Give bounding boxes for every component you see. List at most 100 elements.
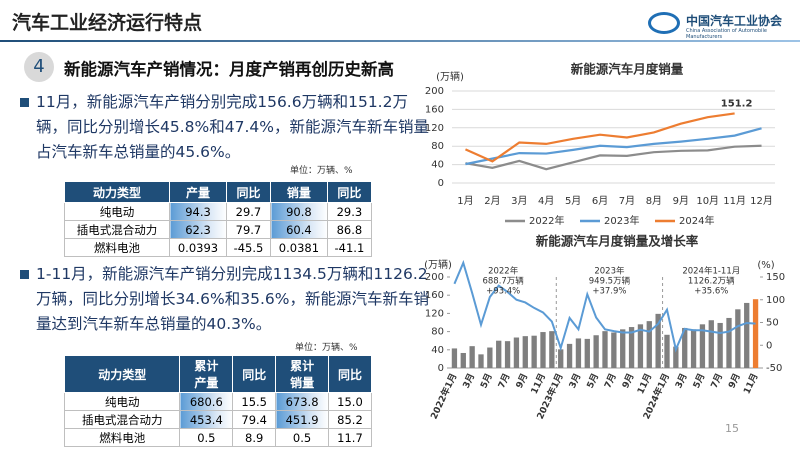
table-cell: 纯电动 [63,392,181,411]
bar [602,331,608,368]
table-cell: 插电式混合动力 [63,220,171,239]
x-tick-label: 4月 [538,195,554,207]
header-title: 汽车工业经济运行特点 [12,12,203,34]
x-tick-label: 11月 [741,372,760,396]
table-row: 插电式混合动力 453.4 79.4 451.9 85.2 [63,410,373,429]
y-tick-label: 160 [425,290,444,301]
y-tick-label: 40 [431,160,444,171]
annotation: +37.9% [592,287,626,297]
bar [496,340,502,368]
bar [628,327,635,368]
annotation: +93.4% [486,287,520,297]
bar [522,336,528,368]
series-line [465,144,762,171]
logo-text: 中国汽车工业协会 [686,14,783,28]
bar [682,327,688,368]
x-tick-label: 2022年1月 [428,371,460,421]
logo-mark [648,12,680,34]
header-text: 累计 [194,359,219,373]
table-row: 纯电动 680.6 15.5 673.8 15.0 [63,392,373,411]
y2-tick-label: 100 [766,295,785,306]
header-rule [0,40,800,42]
x-tick-label: 5月 [691,372,707,390]
header-cell: 动力类型 [63,181,171,203]
y-tick-label: 80 [431,327,444,338]
bar [584,338,590,368]
bar [593,335,599,368]
table-cell: -45.5 [225,238,272,257]
bar [690,329,697,368]
series-line [465,112,735,163]
table-cell: 纯电动 [63,202,171,221]
legend-label: 2022年 [529,214,564,227]
bar [664,334,670,368]
bar [460,352,466,368]
header-text: 产量 [194,376,219,390]
header-text: 同比 [236,185,261,200]
x-tick-label: 9月 [620,372,636,390]
x-tick-label: 11月 [635,372,654,396]
header-text: 同比 [242,367,267,382]
x-tick-label: 7月 [496,372,512,390]
table-cell: 燃料电池 [63,238,171,257]
bar [549,331,555,368]
bar [708,320,714,368]
x-tick-label: 3月 [673,372,689,390]
y-tick-label: 120 [425,308,444,319]
axis-label: (万辆) [424,258,452,271]
bar [646,321,652,368]
table-row: 插电式混合动力 62.3 79.7 60.4 86.8 [63,220,373,239]
bullet-text: 11月，新能源汽车产销分别完成156.6万辆和151.2万辆，同比分别增长45.… [20,90,431,165]
bar [699,324,706,368]
x-tick-label: 3月 [511,195,527,207]
table-cell: 0.5 [275,428,329,447]
table-cell: 11.7 [327,428,373,447]
table-cell: -41.1 [326,238,373,257]
y2-tick-label: 0 [766,340,772,351]
x-tick-label: 7月 [602,372,618,390]
x-tick-label: 9月 [514,372,530,390]
y2-tick-label: 150 [766,272,785,283]
header-text: 产量 [185,185,210,200]
bar [744,302,750,368]
header-cell: 同比 [225,181,272,203]
y-tick-label: 0 [438,363,444,374]
table-cell: 79.4 [232,410,277,429]
header-text: 动力类型 [98,367,147,382]
y-tick-label: 80 [431,141,444,152]
bar [451,348,458,368]
table-cell: 0.5 [179,428,234,447]
value-label: 151.2 [721,98,753,109]
header-text: 累计 [290,359,315,373]
bar [566,343,573,368]
table-cell: 8.9 [232,428,277,447]
header-cell: 同比 [326,181,373,203]
section-title: 新能源汽车产销情况：月度产销再创历史新高 [64,60,394,79]
legend-label: 2024年 [679,214,714,227]
bar [558,349,564,368]
axis-label: (%) [757,260,774,271]
x-tick-label: 3月 [461,372,477,390]
y-tick-label: 200 [425,272,444,283]
table-cell: 90.8 [270,202,328,221]
x-tick-label: 9月 [673,195,689,207]
table-cell: 60.4 [270,220,328,239]
x-tick-label: 8月 [646,195,662,207]
bar [513,337,520,368]
bar [487,347,493,368]
axis-label: (万辆) [436,70,464,83]
section-number: 4 [24,52,54,82]
header-text: 同比 [337,185,362,200]
annotation: 1126.2万辆 [688,276,735,287]
annotation: 2023年 [594,266,625,277]
logo-en: China Association of Automobile Manufact… [686,28,767,40]
x-tick-label: 3月 [567,372,583,390]
bar [469,346,475,368]
x-tick-label: 10月 [696,195,719,207]
table-cell: 453.4 [179,410,234,429]
x-tick-label: 11月 [723,195,746,207]
header-cell: 产量 [169,181,227,203]
table-row: 燃料电池 0.5 8.9 0.5 11.7 [63,428,373,447]
x-tick-label: 2月 [484,195,500,207]
annotation: 688.7万辆 [482,276,524,287]
